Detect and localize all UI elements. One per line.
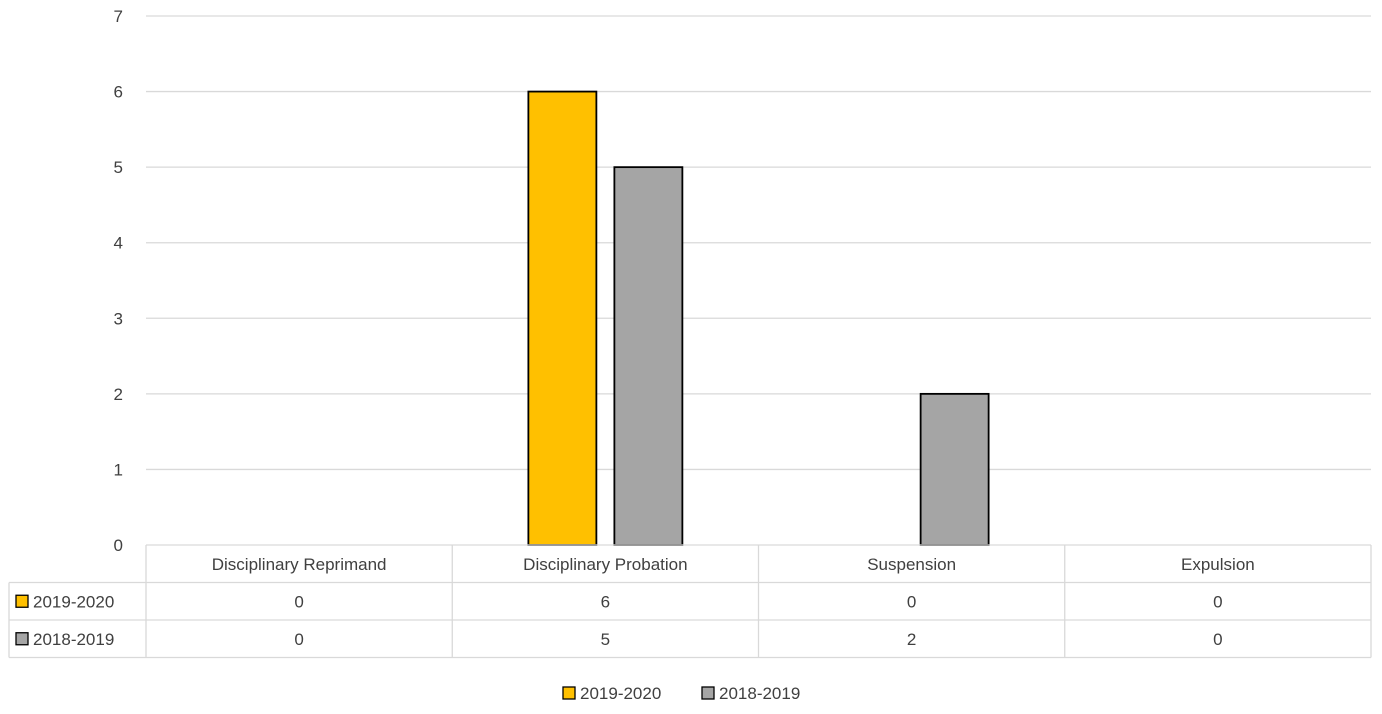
- category-label: Expulsion: [1181, 555, 1255, 574]
- y-tick-label: 4: [114, 234, 123, 253]
- table-value: 6: [601, 592, 610, 611]
- data-table: Disciplinary Reprimand Disciplinary Proba…: [8, 544, 1372, 659]
- y-tick-label: 7: [114, 7, 123, 26]
- gridlines: [146, 15, 1371, 471]
- y-tick-label: 0: [114, 536, 123, 555]
- table-series-label: 2019-2020: [33, 592, 114, 611]
- y-tick-label: 2: [114, 385, 123, 404]
- legend-label-2018-2019: 2018-2019: [719, 684, 800, 703]
- legend-swatch-2019-2020: [562, 686, 576, 700]
- table-value: 0: [294, 592, 303, 611]
- table-series-swatch: [15, 594, 29, 608]
- category-label: Disciplinary Reprimand: [212, 555, 387, 574]
- bar-2018-2019-disciplinary-probation: [613, 166, 684, 546]
- y-axis-ticks: 0 1 2 3 4 5 6 7: [114, 7, 123, 555]
- table-series-swatch: [15, 632, 29, 646]
- legend-swatch-2018-2019: [701, 686, 715, 700]
- bar-2019-2020-disciplinary-probation: [527, 90, 598, 546]
- table-series-label: 2018-2019: [33, 630, 114, 649]
- legend: 2019-2020 2018-2019: [562, 684, 800, 703]
- y-tick-label: 6: [114, 83, 123, 102]
- y-tick-label: 3: [114, 309, 123, 328]
- table-value: 0: [1213, 592, 1222, 611]
- table-value: 0: [1213, 630, 1222, 649]
- table-value: 0: [907, 592, 916, 611]
- y-tick-label: 1: [114, 460, 123, 479]
- table-value: 5: [601, 630, 610, 649]
- table-value: 0: [294, 630, 303, 649]
- category-label: Suspension: [867, 555, 956, 574]
- y-tick-label: 5: [114, 158, 123, 177]
- bar-2018-2019-suspension: [919, 392, 990, 546]
- category-label: Disciplinary Probation: [523, 555, 687, 574]
- legend-label-2019-2020: 2019-2020: [580, 684, 661, 703]
- table-value: 2: [907, 630, 916, 649]
